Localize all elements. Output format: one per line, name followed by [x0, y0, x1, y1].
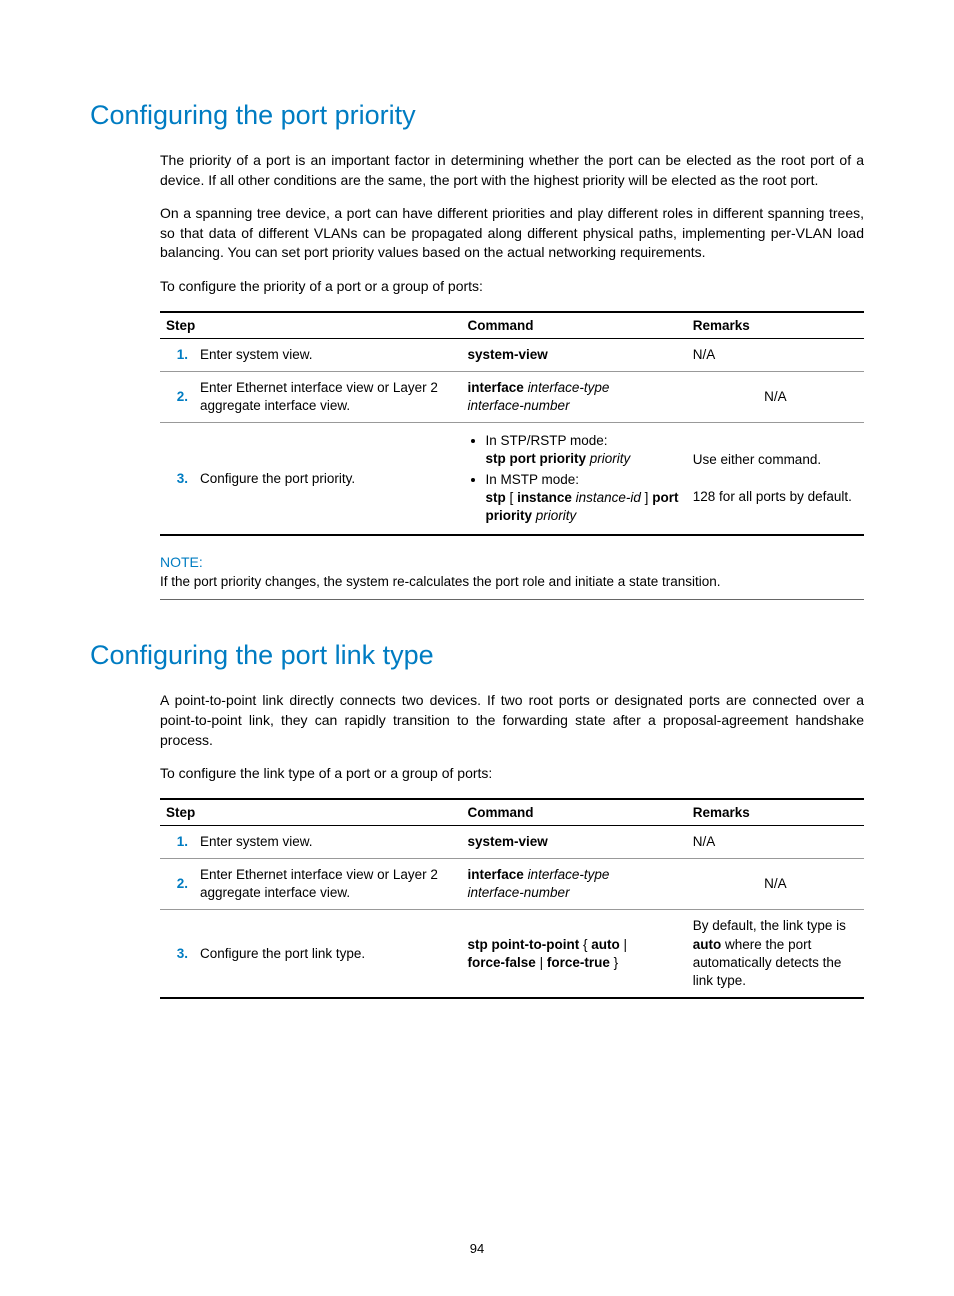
th-command: Command	[462, 799, 687, 826]
remarks-cell: Use either command. 128 for all ports by…	[687, 423, 864, 536]
list-item: In STP/RSTP mode: stp port priority prio…	[486, 432, 681, 468]
note-block: NOTE: If the port priority changes, the …	[160, 554, 864, 600]
cmd-bold: stp	[486, 490, 506, 505]
table-row: 3. Configure the port link type. stp poi…	[160, 910, 864, 998]
pipe: |	[624, 937, 628, 952]
cmd-ital: instance-id	[576, 490, 641, 505]
table-header-row: Step Command Remarks	[160, 799, 864, 826]
remarks-line: Use either command.	[693, 452, 821, 467]
remarks-cell: By default, the link type is auto where …	[687, 910, 864, 998]
step-number: 2.	[160, 371, 194, 422]
cmd-ital: interface-type	[528, 380, 610, 395]
table-row: 2. Enter Ethernet interface view or Laye…	[160, 858, 864, 909]
paragraph: To configure the priority of a port or a…	[160, 277, 864, 297]
bullet-label: In MSTP mode:	[486, 472, 580, 487]
remarks-cell: N/A	[687, 825, 864, 858]
list-item: In MSTP mode: stp [ instance instance-id…	[486, 471, 681, 526]
table-port-link-type: Step Command Remarks 1. Enter system vie…	[160, 798, 864, 1000]
step-text: Configure the port priority.	[194, 423, 462, 536]
brace: }	[614, 955, 619, 970]
th-command: Command	[462, 312, 687, 339]
bullet-label: In STP/RSTP mode:	[486, 433, 608, 448]
note-text: If the port priority changes, the system…	[160, 574, 864, 589]
table-row: 1. Enter system view. system-view N/A	[160, 338, 864, 371]
paragraph: To configure the link type of a port or …	[160, 764, 864, 784]
cmd-bold: interface	[468, 380, 524, 395]
page-number: 94	[0, 1241, 954, 1256]
command-cell: stp point-to-point { auto | force-false …	[462, 910, 687, 998]
cmd-ital: interface-type	[528, 867, 610, 882]
cmd-ital: interface-number	[468, 398, 570, 413]
section-title-port-priority: Configuring the port priority	[90, 100, 864, 131]
th-step: Step	[160, 799, 462, 826]
section-body-port-link-type: A point-to-point link directly connects …	[160, 691, 864, 999]
table-row: 3. Configure the port priority. In STP/R…	[160, 423, 864, 536]
cmd-bold: force-false	[468, 955, 536, 970]
table-port-priority: Step Command Remarks 1. Enter system vie…	[160, 311, 864, 537]
th-remarks: Remarks	[687, 312, 864, 339]
cmd-ital: priority	[590, 451, 631, 466]
cmd-bold: force-true	[547, 955, 610, 970]
step-text: Enter Ethernet interface view or Layer 2…	[194, 371, 462, 422]
remarks-cell: N/A	[687, 338, 864, 371]
pipe: |	[540, 955, 544, 970]
paragraph: The priority of a port is an important f…	[160, 151, 864, 190]
table-header-row: Step Command Remarks	[160, 312, 864, 339]
cmd-bold: stp port priority	[486, 451, 587, 466]
paragraph: On a spanning tree device, a port can ha…	[160, 204, 864, 263]
command-cell: In STP/RSTP mode: stp port priority prio…	[462, 423, 687, 536]
remarks-line: 128 for all ports by default.	[693, 489, 852, 504]
step-text: Enter system view.	[194, 338, 462, 371]
step-text: Enter Ethernet interface view or Layer 2…	[194, 858, 462, 909]
section-title-port-link-type: Configuring the port link type	[90, 640, 864, 671]
cmd-bold: auto	[591, 937, 620, 952]
paragraph: A point-to-point link directly connects …	[160, 691, 864, 750]
cmd-bold: stp point-to-point	[468, 937, 580, 952]
brace: {	[583, 937, 588, 952]
table-row: 1. Enter system view. system-view N/A	[160, 825, 864, 858]
step-number: 1.	[160, 338, 194, 371]
cmd-bold: instance	[517, 490, 572, 505]
command-cell: interface interface-type interface-numbe…	[462, 858, 687, 909]
remarks-cell: N/A	[687, 858, 864, 909]
step-number: 3.	[160, 423, 194, 536]
step-number: 1.	[160, 825, 194, 858]
cmd-bold: system-view	[468, 834, 548, 849]
cmd-bold: system-view	[468, 347, 548, 362]
page: Configuring the port priority The priori…	[0, 0, 954, 1296]
command-cell: system-view	[462, 338, 687, 371]
section-body-port-priority: The priority of a port is an important f…	[160, 151, 864, 600]
cmd-ital: interface-number	[468, 885, 570, 900]
remarks-bold: auto	[693, 937, 722, 952]
step-text: Configure the port link type.	[194, 910, 462, 998]
note-label: NOTE:	[160, 554, 864, 570]
th-remarks: Remarks	[687, 799, 864, 826]
step-text: Enter system view.	[194, 825, 462, 858]
th-step: Step	[160, 312, 462, 339]
command-list: In STP/RSTP mode: stp port priority prio…	[468, 432, 681, 525]
step-number: 3.	[160, 910, 194, 998]
bracket: [	[510, 490, 514, 505]
remarks-prefix: By default, the link type is	[693, 918, 846, 933]
step-number: 2.	[160, 858, 194, 909]
command-cell: interface interface-type interface-numbe…	[462, 371, 687, 422]
remarks-cell: N/A	[687, 371, 864, 422]
bracket: ]	[645, 490, 649, 505]
command-cell: system-view	[462, 825, 687, 858]
cmd-bold: interface	[468, 867, 524, 882]
cmd-ital: priority	[536, 508, 577, 523]
table-row: 2. Enter Ethernet interface view or Laye…	[160, 371, 864, 422]
